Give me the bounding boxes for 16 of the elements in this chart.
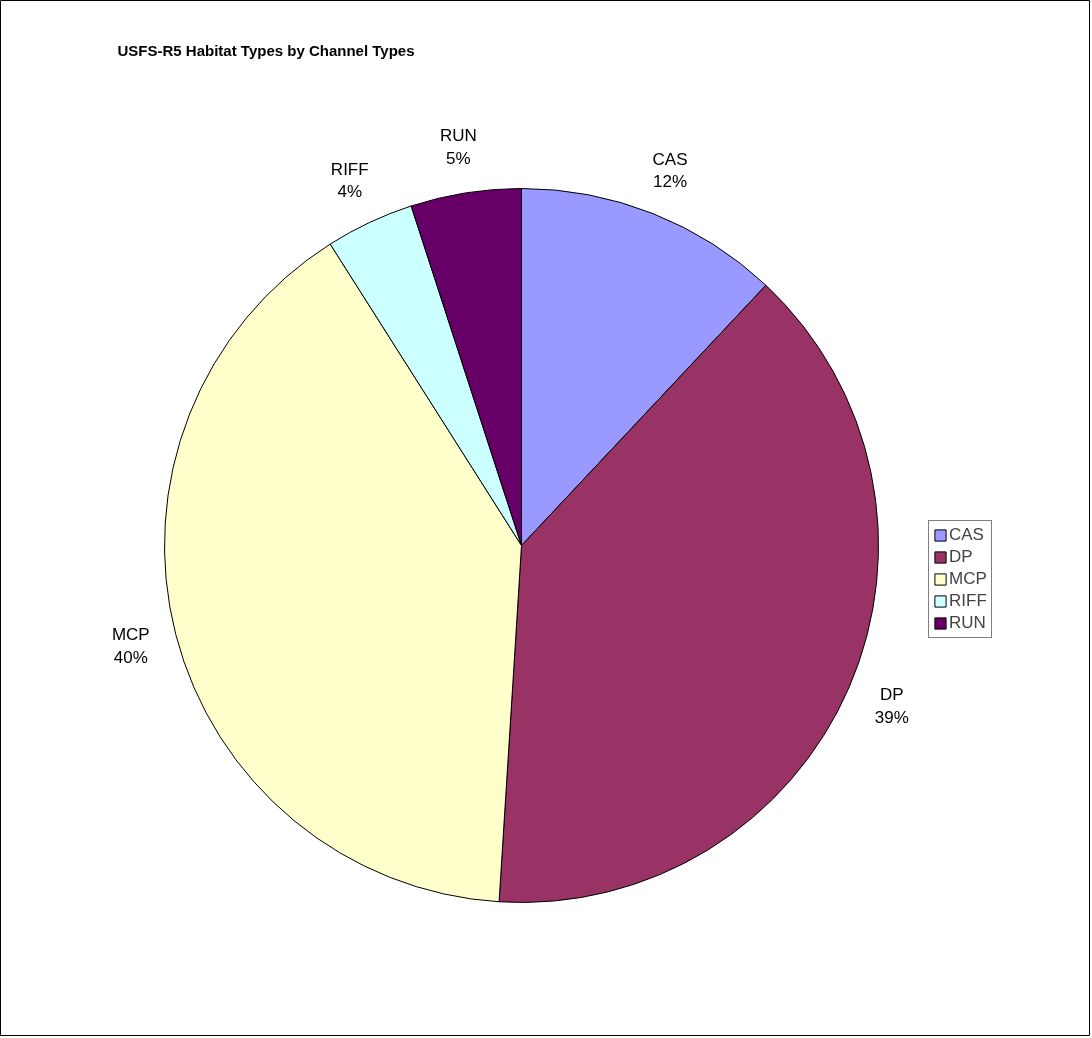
legend-label: CAS	[949, 525, 984, 545]
legend-label: MCP	[949, 569, 987, 589]
chart-title: USFS-R5 Habitat Types by Channel Types	[117, 42, 415, 59]
slice-label: RIFF	[330, 159, 369, 179]
data-label: 5%	[446, 148, 471, 168]
data-label: 12%	[652, 172, 688, 192]
legend-label: RUN	[949, 613, 986, 633]
data-label: 39%	[874, 707, 909, 727]
slice-label: CAS	[652, 149, 688, 169]
legend-label: RIFF	[949, 591, 987, 611]
data-label: 4%	[337, 182, 363, 202]
slice-label: MCP	[111, 624, 150, 644]
data-label: 40%	[113, 647, 148, 667]
slice-label: DP	[879, 684, 904, 704]
legend-label: DP	[949, 547, 973, 567]
slice-label: RUN	[439, 126, 477, 146]
